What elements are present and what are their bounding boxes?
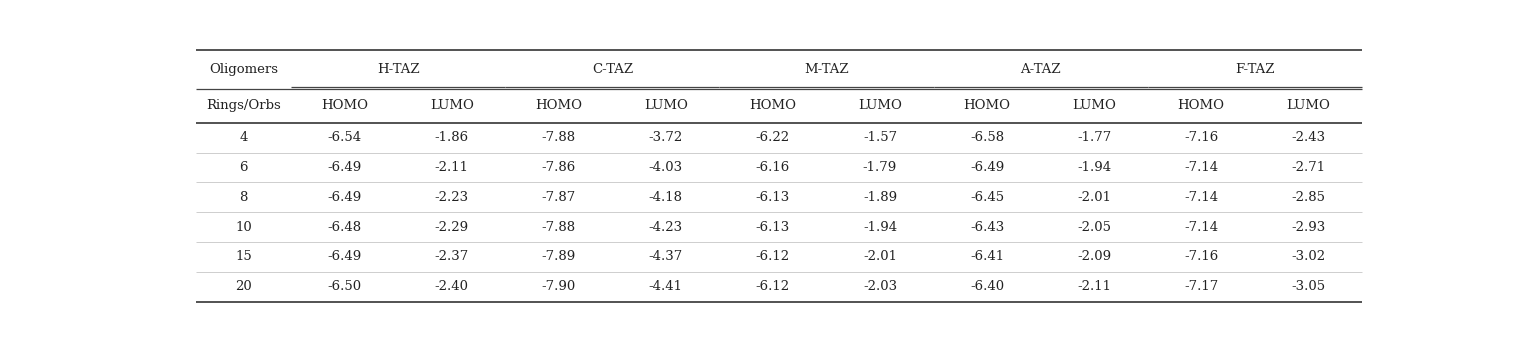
Text: -6.49: -6.49: [328, 161, 361, 174]
Text: -2.37: -2.37: [434, 251, 469, 263]
Text: LUMO: LUMO: [1073, 99, 1117, 112]
Text: -7.17: -7.17: [1185, 280, 1218, 293]
Text: H-TAZ: H-TAZ: [376, 63, 420, 76]
Text: -6.43: -6.43: [969, 221, 1004, 234]
Text: -6.49: -6.49: [328, 251, 361, 263]
Text: -7.90: -7.90: [542, 280, 576, 293]
Text: LUMO: LUMO: [643, 99, 687, 112]
Text: -3.72: -3.72: [649, 131, 683, 144]
Text: -1.77: -1.77: [1077, 131, 1112, 144]
Text: Rings/Orbs: Rings/Orbs: [206, 99, 281, 112]
Text: 8: 8: [240, 191, 247, 204]
Text: -7.14: -7.14: [1185, 221, 1218, 234]
Text: LUMO: LUMO: [429, 99, 473, 112]
Text: -6.49: -6.49: [328, 191, 361, 204]
Text: HOMO: HOMO: [1177, 99, 1224, 112]
Text: -2.09: -2.09: [1077, 251, 1110, 263]
Text: 10: 10: [235, 221, 252, 234]
Text: -4.18: -4.18: [649, 191, 683, 204]
Text: HOMO: HOMO: [963, 99, 1010, 112]
Text: -2.11: -2.11: [435, 161, 469, 174]
Text: F-TAZ: F-TAZ: [1235, 63, 1274, 76]
Text: 20: 20: [235, 280, 252, 293]
Text: HOMO: HOMO: [749, 99, 796, 112]
Text: -1.94: -1.94: [863, 221, 897, 234]
Text: -2.71: -2.71: [1291, 161, 1326, 174]
Text: -7.88: -7.88: [542, 221, 576, 234]
Text: -2.23: -2.23: [435, 191, 469, 204]
Text: -2.01: -2.01: [1077, 191, 1110, 204]
Text: -6.54: -6.54: [328, 131, 361, 144]
Text: -7.86: -7.86: [542, 161, 576, 174]
Text: -2.85: -2.85: [1291, 191, 1326, 204]
Text: LUMO: LUMO: [1286, 99, 1330, 112]
Text: -2.01: -2.01: [863, 251, 897, 263]
Text: HOMO: HOMO: [322, 99, 369, 112]
Text: -6.16: -6.16: [755, 161, 790, 174]
Text: -3.02: -3.02: [1291, 251, 1326, 263]
Text: -3.05: -3.05: [1291, 280, 1326, 293]
Text: -7.89: -7.89: [542, 251, 576, 263]
Text: M-TAZ: M-TAZ: [804, 63, 850, 76]
Text: A-TAZ: A-TAZ: [1021, 63, 1060, 76]
Text: -6.58: -6.58: [969, 131, 1004, 144]
Text: -2.11: -2.11: [1077, 280, 1110, 293]
Text: C-TAZ: C-TAZ: [592, 63, 633, 76]
Text: 15: 15: [235, 251, 252, 263]
Text: -6.12: -6.12: [755, 280, 790, 293]
Text: -6.45: -6.45: [969, 191, 1004, 204]
Text: -1.79: -1.79: [863, 161, 897, 174]
Text: 6: 6: [240, 161, 247, 174]
Text: -2.93: -2.93: [1291, 221, 1326, 234]
Text: -7.88: -7.88: [542, 131, 576, 144]
Text: Oligomers: Oligomers: [209, 63, 278, 76]
Text: -7.87: -7.87: [542, 191, 576, 204]
Text: -7.16: -7.16: [1185, 131, 1218, 144]
Text: -1.57: -1.57: [863, 131, 897, 144]
Text: -2.03: -2.03: [863, 280, 897, 293]
Text: -2.29: -2.29: [435, 221, 469, 234]
Text: -6.48: -6.48: [328, 221, 361, 234]
Text: -4.37: -4.37: [649, 251, 683, 263]
Text: -1.86: -1.86: [435, 131, 469, 144]
Text: -7.14: -7.14: [1185, 191, 1218, 204]
Text: -6.50: -6.50: [328, 280, 361, 293]
Text: -6.49: -6.49: [969, 161, 1004, 174]
Text: -4.03: -4.03: [649, 161, 683, 174]
Text: -1.94: -1.94: [1077, 161, 1110, 174]
Text: -2.05: -2.05: [1077, 221, 1110, 234]
Text: -4.41: -4.41: [649, 280, 683, 293]
Text: -1.89: -1.89: [863, 191, 897, 204]
Text: LUMO: LUMO: [859, 99, 903, 112]
Text: -2.40: -2.40: [435, 280, 469, 293]
Text: HOMO: HOMO: [536, 99, 583, 112]
Text: -6.22: -6.22: [755, 131, 790, 144]
Text: -6.41: -6.41: [969, 251, 1004, 263]
Text: 4: 4: [240, 131, 247, 144]
Text: -6.13: -6.13: [755, 191, 790, 204]
Text: -6.40: -6.40: [969, 280, 1004, 293]
Text: -6.13: -6.13: [755, 221, 790, 234]
Text: -4.23: -4.23: [649, 221, 683, 234]
Text: -7.16: -7.16: [1185, 251, 1218, 263]
Text: -7.14: -7.14: [1185, 161, 1218, 174]
Text: -2.43: -2.43: [1291, 131, 1326, 144]
Text: -6.12: -6.12: [755, 251, 790, 263]
